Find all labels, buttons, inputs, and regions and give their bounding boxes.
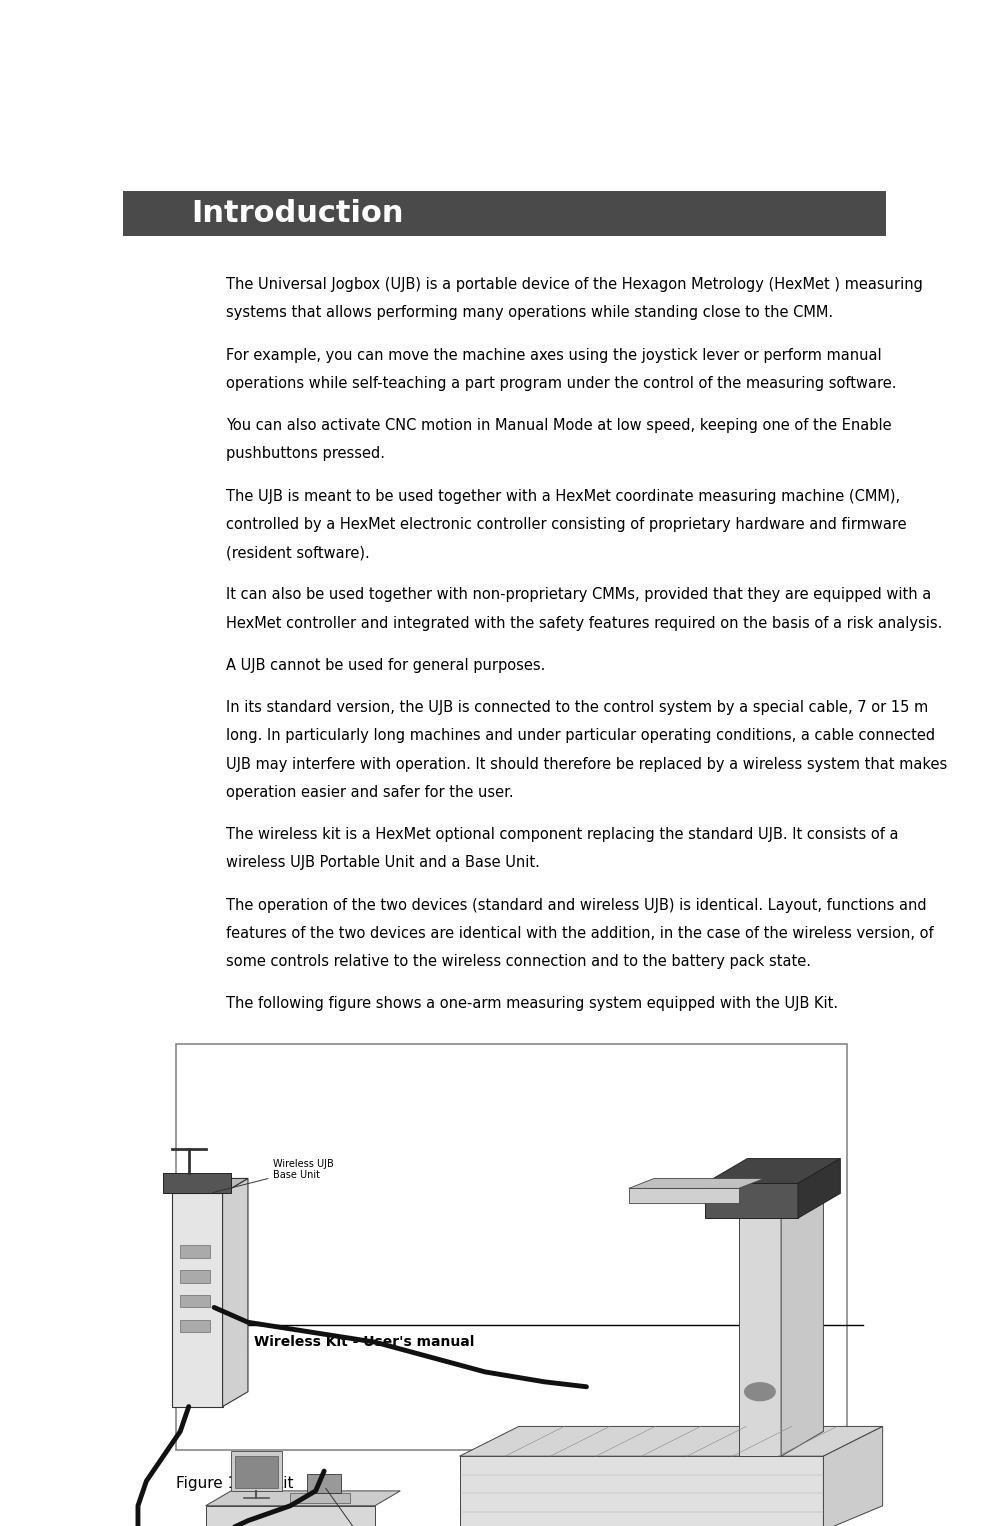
Text: Wireless UJB
Base Unit: Wireless UJB Base Unit — [213, 1158, 335, 1193]
Text: pushbuttons pressed.: pushbuttons pressed. — [226, 446, 385, 461]
Polygon shape — [290, 1494, 349, 1503]
Polygon shape — [705, 1184, 798, 1218]
Text: HexMet controller and integrated with the safety features required on the basis : HexMet controller and integrated with th… — [226, 615, 943, 630]
Polygon shape — [781, 1184, 824, 1456]
Text: features of the two devices are identical with the addition, in the case of the : features of the two devices are identica… — [226, 926, 934, 940]
Polygon shape — [206, 1491, 400, 1506]
Polygon shape — [629, 1178, 765, 1189]
Text: It can also be used together with non-proprietary CMMs, provided that they are e: It can also be used together with non-pr… — [226, 588, 931, 603]
Polygon shape — [739, 1184, 824, 1209]
Polygon shape — [222, 1178, 248, 1407]
Polygon shape — [739, 1209, 781, 1456]
Text: systems that allows performing many operations while standing close to the CMM.: systems that allows performing many oper… — [226, 305, 833, 320]
Polygon shape — [824, 1427, 883, 1526]
Text: The following figure shows a one-arm measuring system equipped with the UJB Kit.: The following figure shows a one-arm mea… — [226, 996, 838, 1012]
Text: 2  •  UJB Wireless Kit - User's manual: 2 • UJB Wireless Kit - User's manual — [184, 1335, 474, 1349]
Text: A UJB cannot be used for general purposes.: A UJB cannot be used for general purpose… — [226, 658, 545, 673]
Bar — [180, 1320, 210, 1332]
Text: In its standard version, the UJB is connected to the control system by a special: In its standard version, the UJB is conn… — [226, 700, 928, 716]
Polygon shape — [307, 1474, 341, 1494]
Text: (resident software).: (resident software). — [226, 545, 370, 560]
Polygon shape — [206, 1506, 375, 1526]
Polygon shape — [163, 1173, 231, 1193]
Polygon shape — [629, 1189, 739, 1204]
Bar — [180, 1245, 210, 1257]
Text: You can also activate CNC motion in Manual Mode at low speed, keeping one of the: You can also activate CNC motion in Manu… — [226, 418, 892, 433]
Text: Figure 1 UJB Kit: Figure 1 UJB Kit — [176, 1476, 294, 1491]
Text: For example, you can move the machine axes using the joystick lever or perform m: For example, you can move the machine ax… — [226, 348, 882, 363]
Text: long. In particularly long machines and under particular operating conditions, a: long. In particularly long machines and … — [226, 728, 935, 743]
Circle shape — [745, 1383, 775, 1401]
Polygon shape — [460, 1456, 824, 1526]
Polygon shape — [172, 1178, 248, 1193]
Bar — [180, 1270, 210, 1283]
Text: wireless UJB Portable Unit and a Base Unit.: wireless UJB Portable Unit and a Base Un… — [226, 855, 540, 870]
Text: The UJB is meant to be used together with a HexMet coordinate measuring machine : The UJB is meant to be used together wit… — [226, 488, 900, 504]
Text: The wireless kit is a HexMet optional component replacing the standard UJB. It c: The wireless kit is a HexMet optional co… — [226, 827, 898, 842]
Polygon shape — [460, 1427, 883, 1456]
Text: Wireless UJB
Portable Unit: Wireless UJB Portable Unit — [326, 1488, 413, 1526]
Text: controlled by a HexMet electronic controller consisting of proprietary hardware : controlled by a HexMet electronic contro… — [226, 517, 906, 533]
Polygon shape — [231, 1451, 281, 1491]
Polygon shape — [798, 1158, 840, 1218]
Polygon shape — [235, 1456, 277, 1488]
Bar — [123, 191, 886, 237]
Text: The operation of the two devices (standard and wireless UJB) is identical. Layou: The operation of the two devices (standa… — [226, 897, 927, 913]
Polygon shape — [705, 1158, 840, 1184]
Text: operation easier and safer for the user.: operation easier and safer for the user. — [226, 784, 514, 800]
Text: operations while self-teaching a part program under the control of the measuring: operations while self-teaching a part pr… — [226, 375, 896, 391]
Bar — [180, 1296, 210, 1308]
Text: some controls relative to the wireless connection and to the battery pack state.: some controls relative to the wireless c… — [226, 954, 811, 969]
Polygon shape — [172, 1193, 222, 1407]
Text: UJB may interfere with operation. It should therefore be replaced by a wireless : UJB may interfere with operation. It sho… — [226, 757, 948, 772]
Text: Introduction: Introduction — [192, 200, 404, 229]
Text: The Universal Jogbox (UJB) is a portable device of the Hexagon Metrology (HexMet: The Universal Jogbox (UJB) is a portable… — [226, 278, 923, 291]
Bar — [176, 1044, 847, 1450]
